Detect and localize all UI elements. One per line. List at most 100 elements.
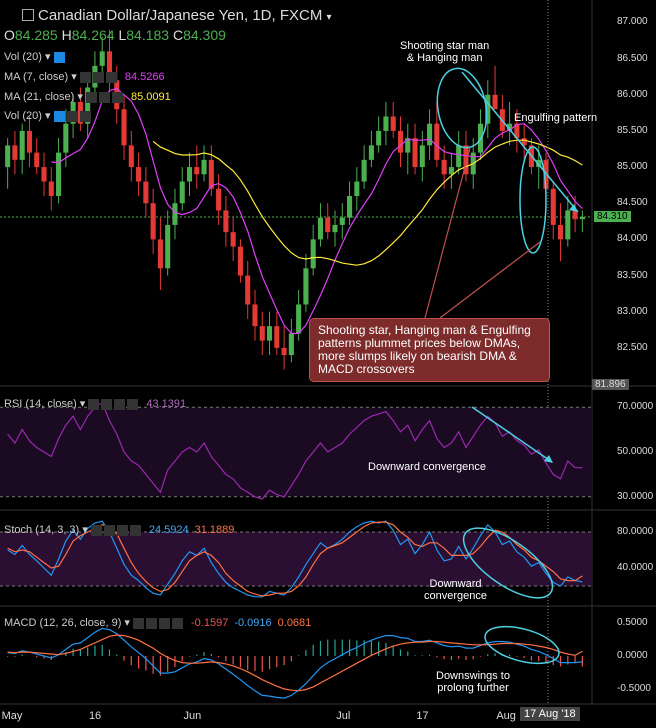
eye-icon[interactable] [90,524,102,536]
candle-body [419,145,425,168]
stoch-label: Stoch (14, 3, 3) [4,524,80,536]
ma7-line [51,87,583,334]
settings-icon[interactable] [146,617,158,629]
close-label: C [172,27,184,43]
callout-pointer [439,241,541,319]
stoch-tick-label: 80.0000 [617,526,654,537]
candle-body [194,167,200,175]
candle-body [143,181,149,204]
last-price-label: 84.310 [594,210,631,222]
candle-body [572,210,578,220]
candle-body [368,145,374,160]
close-icon[interactable] [116,524,128,536]
candle-body [99,51,105,66]
ma7-label: MA (7, close) [4,71,69,83]
settings-icon[interactable] [101,398,113,410]
price-tick-label: 87.000 [617,16,648,28]
candle-body [310,239,316,269]
annotation-shooting-star: Shooting star man & Hanging man [400,40,490,64]
eye-icon[interactable] [133,617,145,629]
annotation-rsi: Downward convergence [368,461,487,473]
settings-icon[interactable] [53,51,65,63]
time-tick-label: May [1,710,23,722]
stoch-tick-label: 40.0000 [617,562,654,573]
candle-body [397,130,404,153]
callout-pointer [424,147,471,319]
candle-body [208,159,214,189]
close-icon[interactable] [159,617,171,629]
close-icon[interactable] [105,71,117,83]
candle-body [237,246,243,276]
eye-icon[interactable] [79,71,91,83]
candle-body [288,333,294,356]
settings-icon[interactable] [53,110,65,122]
settings-icon[interactable] [103,524,115,536]
candle-body [5,145,11,168]
macd-tick-label: 0.5000 [617,617,648,629]
candle-body [48,181,54,196]
candle-body [281,347,287,356]
indicator-stoch[interactable]: Stoch (14, 3, 3) ▾ 24.5924 31.1889 [4,524,235,536]
annotation-macd: Downswings to prolong further [436,670,510,694]
candle-body [121,109,127,146]
settings-icon[interactable] [92,71,104,83]
indicator-ma7[interactable]: MA (7, close) ▾ 84.5266 [4,71,165,83]
time-tick-label: 16 [88,710,102,722]
stoch-d-line [7,521,583,597]
indicator-rsi[interactable]: RSI (14, close) ▾ 43.1391 [4,398,187,410]
candle-body [550,188,556,225]
annotation-engulfing: Engulfing pattern [514,112,598,124]
more-icon[interactable] [172,617,184,629]
stoch-d-value: 31.1889 [194,524,235,536]
symbol-title-text: Canadian Dollar/Japanese Yen, 1D, FXCM [38,7,323,24]
time-tick-label: Jul [336,710,351,722]
time-tick-label: Jun [183,710,202,722]
indicator-vol-1[interactable]: Vol (20) ▾ [4,50,67,63]
collapse-icon[interactable] [22,9,34,21]
macd-tick-label: 0.0000 [617,650,648,661]
pattern-highlight-ellipse [462,527,554,599]
low-label: L [118,27,127,43]
candle-body [259,326,265,341]
candle-body [157,239,163,269]
candle-body [507,123,513,131]
close-icon[interactable] [79,110,91,122]
rsi-value: 43.1391 [146,398,187,410]
settings-icon[interactable] [98,91,110,103]
candle-body [521,138,527,146]
candle-body [56,152,62,196]
candle-body [557,224,564,240]
candle-body [427,123,433,146]
indicator-macd[interactable]: MACD (12, 26, close, 9) ▾ -0.1597 -0.0916… [4,617,312,629]
open-value: 84.285 [14,27,58,43]
indicator-vol-2[interactable]: Vol (20) ▾ [4,109,93,122]
close-icon[interactable] [114,398,126,410]
candle-body [485,94,491,124]
candle-body [434,123,440,160]
candle-body [390,116,396,131]
candle-body [565,210,571,240]
macd-signal-value: 0.0681 [277,617,312,629]
high-value: 84.264 [71,27,115,43]
trend-arrow [471,406,553,463]
price-tick-label: 86.000 [617,88,648,100]
eye-icon[interactable] [66,110,78,122]
vol-label: Vol (20) [4,110,42,122]
macd-line-value: -0.0916 [234,617,272,629]
candle-body [579,216,585,220]
close-icon[interactable] [111,91,123,103]
candle-body [339,217,345,225]
stoch-k-line [7,520,583,598]
candle-body [441,159,447,175]
ma7-value: 84.5266 [124,71,165,83]
indicator-ma21[interactable]: MA (21, close) ▾ 85.0091 [4,91,171,103]
eye-icon[interactable] [85,91,97,103]
candle-body [179,181,185,204]
rsi-tick-label: 70.0000 [617,401,654,413]
candle-body [26,130,33,153]
chevron-down-icon[interactable]: ▾ [326,12,332,23]
more-icon[interactable] [129,524,141,536]
symbol-title[interactable]: Canadian Dollar/Japanese Yen, 1D, FXCM ▾ [22,7,332,24]
more-icon[interactable] [127,398,139,410]
eye-icon[interactable] [88,398,100,410]
